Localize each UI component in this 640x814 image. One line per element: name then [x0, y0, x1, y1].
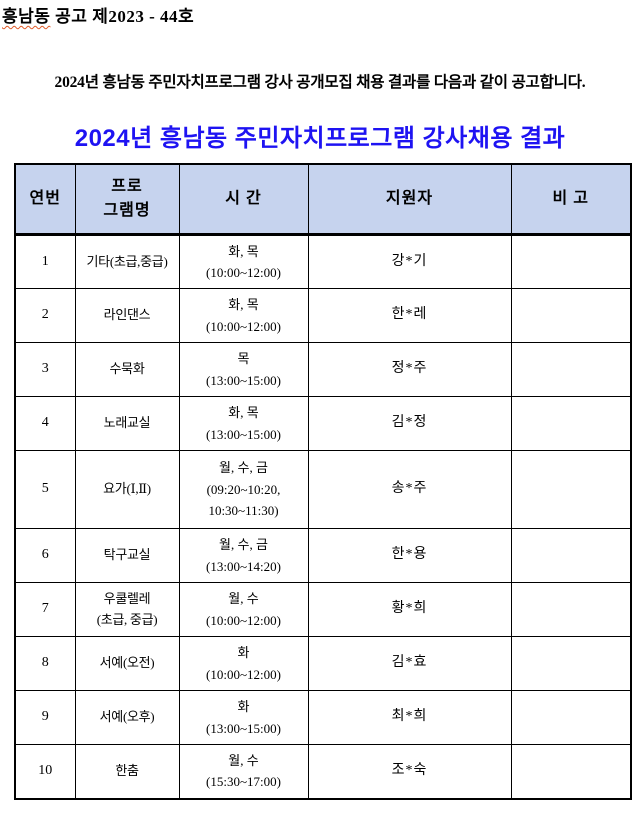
- cell-program: 서예(오전): [74, 636, 180, 691]
- col-header-program: 프로 그램명: [74, 163, 180, 236]
- cell-time: 화, 목 (10:00~12:00): [178, 234, 309, 289]
- cell-note: [510, 234, 632, 289]
- cell-applicant: 김*정: [307, 396, 512, 451]
- doc-number-rest: 공고 제2023 - 44호: [50, 7, 195, 26]
- col-header-no: 연번: [14, 163, 76, 236]
- doc-number: 흥남동 공고 제2023 - 44호: [2, 2, 194, 27]
- cell-time: 화, 목 (10:00~12:00): [178, 288, 309, 343]
- cell-no: 4: [14, 396, 76, 451]
- cell-time: 목 (13:00~15:00): [178, 342, 309, 397]
- intro-text: 2024년 흥남동 주민자치프로그램 강사 공개모집 채용 결과를 다음과 같이…: [54, 74, 586, 91]
- table-row: 1 기타(초급,중급) 화, 목 (10:00~12:00) 강*기: [14, 234, 632, 289]
- cell-applicant: 조*숙: [307, 744, 512, 799]
- cell-no: 3: [14, 342, 76, 397]
- cell-applicant: 강*기: [307, 234, 512, 289]
- col-header-time: 시 간: [178, 163, 309, 236]
- table-row: 10 한춤 월, 수 (15:30~17:00) 조*숙: [14, 744, 632, 799]
- cell-program: 서예(오후): [74, 690, 180, 745]
- cell-no: 7: [14, 582, 76, 637]
- cell-note: [510, 636, 632, 691]
- cell-program: 라인댄스: [74, 288, 180, 343]
- cell-program: 노래교실: [74, 396, 180, 451]
- cell-time: 화 (10:00~12:00): [178, 636, 309, 691]
- cell-note: [510, 396, 632, 451]
- table-row: 3 수묵화 목 (13:00~15:00) 정*주: [14, 342, 632, 397]
- table-header-row: 연번 프로 그램명 시 간 지원자 비 고: [14, 163, 632, 236]
- table-row: 5 요가(Ⅰ,Ⅱ) 월, 수, 금 (09:20~10:20, 10:30~11…: [14, 450, 632, 529]
- document-title: 2024년 흥남동 주민자치프로그램 강사채용 결과: [74, 125, 566, 152]
- cell-program: 탁구교실: [74, 528, 180, 583]
- cell-program: 수묵화: [74, 342, 180, 397]
- cell-note: [510, 450, 632, 529]
- cell-applicant: 황*희: [307, 582, 512, 637]
- cell-note: [510, 582, 632, 637]
- cell-no: 2: [14, 288, 76, 343]
- cell-program: 한춤: [74, 744, 180, 799]
- cell-note: [510, 744, 632, 799]
- doc-number-org: 흥남동: [2, 7, 51, 26]
- cell-no: 6: [14, 528, 76, 583]
- cell-time: 월, 수, 금 (13:00~14:20): [178, 528, 309, 583]
- cell-note: [510, 690, 632, 745]
- cell-note: [510, 288, 632, 343]
- table-row: 4 노래교실 화, 목 (13:00~15:00) 김*정: [14, 396, 632, 451]
- table-row: 8 서예(오전) 화 (10:00~12:00) 김*효: [14, 636, 632, 691]
- cell-note: [510, 528, 632, 583]
- cell-program: 우쿨렐레 (초급, 중급): [74, 582, 180, 637]
- cell-no: 5: [14, 450, 76, 529]
- cell-applicant: 송*주: [307, 450, 512, 529]
- table-row: 7 우쿨렐레 (초급, 중급) 월, 수 (10:00~12:00) 황*희: [14, 582, 632, 637]
- table-row: 6 탁구교실 월, 수, 금 (13:00~14:20) 한*용: [14, 528, 632, 583]
- cell-no: 9: [14, 690, 76, 745]
- cell-applicant: 최*희: [307, 690, 512, 745]
- cell-time: 월, 수, 금 (09:20~10:20, 10:30~11:30): [178, 450, 309, 529]
- cell-no: 8: [14, 636, 76, 691]
- cell-program: 기타(초급,중급): [74, 234, 180, 289]
- cell-no: 10: [14, 744, 76, 799]
- cell-time: 화, 목 (13:00~15:00): [178, 396, 309, 451]
- cell-time: 월, 수 (15:30~17:00): [178, 744, 309, 799]
- cell-no: 1: [14, 234, 76, 289]
- cell-program: 요가(Ⅰ,Ⅱ): [74, 450, 180, 529]
- col-header-applicant: 지원자: [307, 163, 512, 236]
- cell-applicant: 한*레: [307, 288, 512, 343]
- result-table: 연번 프로 그램명 시 간 지원자 비 고 1 기타(초급,중급) 화, 목 (…: [14, 163, 632, 800]
- cell-note: [510, 342, 632, 397]
- table-row: 9 서예(오후) 화 (13:00~15:00) 최*희: [14, 690, 632, 745]
- cell-applicant: 정*주: [307, 342, 512, 397]
- cell-time: 월, 수 (10:00~12:00): [178, 582, 309, 637]
- cell-applicant: 한*용: [307, 528, 512, 583]
- col-header-note: 비 고: [510, 163, 632, 236]
- table-row: 2 라인댄스 화, 목 (10:00~12:00) 한*레: [14, 288, 632, 343]
- cell-time: 화 (13:00~15:00): [178, 690, 309, 745]
- cell-applicant: 김*효: [307, 636, 512, 691]
